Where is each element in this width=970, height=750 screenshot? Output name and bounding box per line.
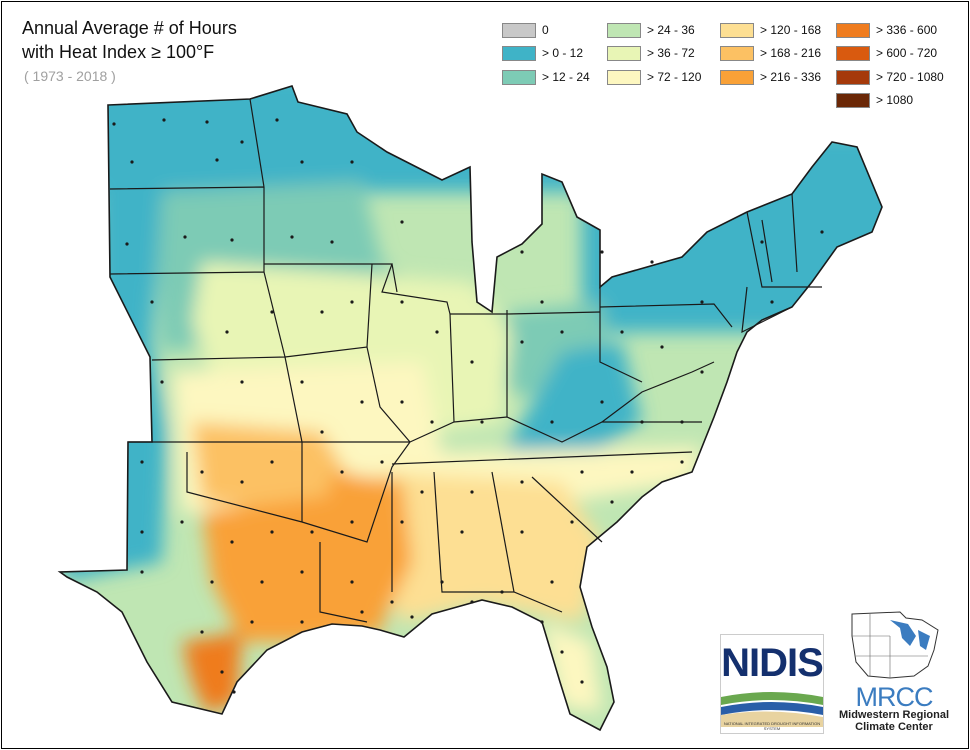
legend-swatch-0 bbox=[502, 22, 536, 38]
legend-label-5: > 72 - 120 bbox=[647, 70, 702, 84]
mrcc-logo-line-2: Climate Center bbox=[855, 721, 933, 733]
legend-item-8: > 216 - 336 bbox=[720, 69, 821, 85]
legend-item-2: > 12 - 24 bbox=[502, 69, 590, 85]
legend-swatch-9 bbox=[836, 22, 870, 38]
legend-label-6: > 120 - 168 bbox=[760, 23, 822, 37]
mrcc-logo: MRCC Midwestern Regional Climate Center bbox=[830, 606, 958, 734]
legend-label-11: > 720 - 1080 bbox=[876, 70, 944, 84]
legend-item-5: > 72 - 120 bbox=[607, 69, 701, 85]
legend-swatch-5 bbox=[607, 69, 641, 85]
legend-item-4: > 36 - 72 bbox=[607, 45, 695, 61]
zone-south-texas bbox=[182, 632, 242, 714]
legend-swatch-10 bbox=[836, 45, 870, 61]
zone-gulf-tan bbox=[362, 472, 602, 622]
mrcc-logo-text: MRCC bbox=[855, 682, 934, 712]
zone-southern-plains bbox=[192, 422, 352, 512]
map-title-line-1: Annual Average # of Hours bbox=[22, 18, 237, 38]
zone-florida bbox=[542, 622, 602, 712]
legend-swatch-3 bbox=[607, 22, 641, 38]
state-borders bbox=[59, 85, 883, 731]
legend-swatch-8 bbox=[720, 69, 754, 85]
legend-swatch-12 bbox=[836, 92, 870, 108]
legend-item-3: > 24 - 36 bbox=[607, 22, 695, 38]
midwest-map-icon bbox=[851, 611, 939, 679]
legend-swatch-2 bbox=[502, 69, 536, 85]
legend-item-0: 0 bbox=[502, 22, 549, 38]
mrcc-logo-line-1: Midwestern Regional bbox=[838, 709, 950, 721]
legend-label-10: > 600 - 720 bbox=[876, 46, 938, 60]
nidis-logo: NIDIS NATIONAL INTEGRATED DROUGHT INFORM… bbox=[720, 634, 824, 734]
legend-item-1: > 0 - 12 bbox=[502, 45, 583, 61]
legend-item-9: > 336 - 600 bbox=[836, 22, 937, 38]
legend-label-3: > 24 - 36 bbox=[647, 23, 695, 37]
legend-label-7: > 168 - 216 bbox=[760, 46, 822, 60]
legend-item-7: > 168 - 216 bbox=[720, 45, 821, 61]
nidis-logo-text: NIDIS bbox=[721, 641, 823, 685]
legend-item-12: > 1080 bbox=[836, 92, 913, 108]
legend-item-6: > 120 - 168 bbox=[720, 22, 821, 38]
legend-swatch-1 bbox=[502, 45, 536, 61]
legend-swatch-4 bbox=[607, 45, 641, 61]
legend-swatch-7 bbox=[720, 45, 754, 61]
station-dots bbox=[112, 118, 824, 694]
map-title-line-2: with Heat Index ≥ 100°F bbox=[22, 42, 215, 62]
zone-northeast-blue bbox=[582, 132, 882, 332]
zone-appalachia-blue bbox=[492, 342, 642, 472]
legend-label-1: > 0 - 12 bbox=[542, 46, 584, 60]
nidis-stripes-icon bbox=[721, 692, 823, 727]
legend-swatch-6 bbox=[720, 22, 754, 38]
zone-la-orange bbox=[322, 472, 412, 622]
legend-label-4: > 36 - 72 bbox=[647, 46, 695, 60]
legend-swatch-11 bbox=[836, 69, 870, 85]
legend-label-9: > 336 - 600 bbox=[876, 23, 938, 37]
legend-label-8: > 216 - 336 bbox=[760, 70, 822, 84]
legend-item-10: > 600 - 720 bbox=[836, 45, 937, 61]
legend-item-11: > 720 - 1080 bbox=[836, 69, 944, 85]
nidis-logo-footer: NATIONAL INTEGRATED DROUGHT INFORMATION … bbox=[723, 721, 821, 731]
year-range: ( 1973 - 2018 ) bbox=[24, 68, 116, 84]
legend-label-12: > 1080 bbox=[876, 93, 914, 107]
legend-label-0: 0 bbox=[542, 23, 549, 37]
zone-north-blue bbox=[82, 86, 642, 192]
legend-label-2: > 12 - 24 bbox=[542, 70, 590, 84]
